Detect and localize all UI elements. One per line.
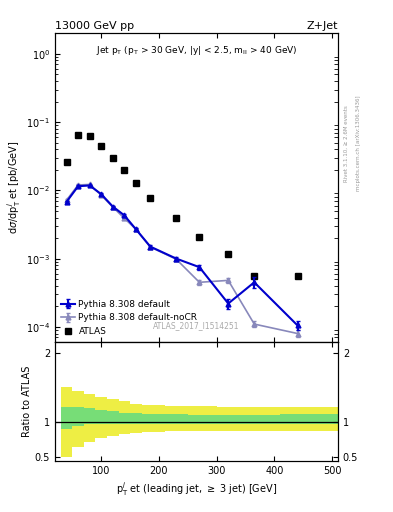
Bar <box>72 407 84 426</box>
Text: Jet p$_\mathrm{T}$ (p$_\mathrm{T}$ > 30 GeV, |y| < 2.5, m$_\mathrm{ll}$ > 40 GeV: Jet p$_\mathrm{T}$ (p$_\mathrm{T}$ > 30 … <box>96 44 297 57</box>
Bar <box>246 415 280 424</box>
Text: Z+Jet: Z+Jet <box>307 21 338 31</box>
ATLAS <box>64 159 69 165</box>
Line: ATLAS: ATLAS <box>63 132 301 280</box>
X-axis label: p$_\mathrm{T}^{j}$ et (leading jet, $\geq$ 3 jet) [GeV]: p$_\mathrm{T}^{j}$ et (leading jet, $\ge… <box>116 480 277 498</box>
Bar <box>188 415 217 424</box>
Bar <box>72 391 84 447</box>
Y-axis label: d$\sigma$/dp$_\mathrm{T}^{j}$ et [pb/GeV]: d$\sigma$/dp$_\mathrm{T}^{j}$ et [pb/GeV… <box>6 141 23 234</box>
ATLAS <box>122 167 127 173</box>
Bar <box>246 407 280 431</box>
ATLAS <box>99 143 104 150</box>
Bar <box>217 407 246 431</box>
ATLAS <box>174 215 179 221</box>
Bar <box>130 403 141 433</box>
ATLAS <box>295 273 300 280</box>
ATLAS <box>87 133 92 139</box>
Bar <box>141 414 165 424</box>
Text: mcplots.cern.ch [arXiv:1306.3436]: mcplots.cern.ch [arXiv:1306.3436] <box>356 96 361 191</box>
ATLAS <box>148 195 152 201</box>
Y-axis label: Ratio to ATLAS: Ratio to ATLAS <box>22 366 32 437</box>
Bar <box>280 407 338 431</box>
Legend: Pythia 8.308 default, Pythia 8.308 default-noCR, ATLAS: Pythia 8.308 default, Pythia 8.308 defau… <box>58 296 201 339</box>
Bar <box>61 407 72 430</box>
Bar <box>95 410 107 424</box>
Bar <box>107 399 119 436</box>
Bar <box>165 414 188 424</box>
ATLAS <box>252 273 257 280</box>
ATLAS <box>197 233 202 240</box>
Bar <box>95 396 107 438</box>
Text: 13000 GeV pp: 13000 GeV pp <box>55 21 134 31</box>
Bar <box>84 409 95 424</box>
Text: ATLAS_2017_I1514251: ATLAS_2017_I1514251 <box>153 321 240 330</box>
Bar <box>130 413 141 424</box>
ATLAS <box>134 180 138 186</box>
Bar <box>61 388 72 457</box>
Bar <box>141 405 165 432</box>
Bar <box>280 414 338 424</box>
Bar <box>188 407 217 432</box>
Bar <box>165 406 188 432</box>
Bar <box>119 413 130 424</box>
ATLAS <box>226 251 231 258</box>
ATLAS <box>110 155 115 161</box>
Text: Rivet 3.1.10, ≥ 2.6M events: Rivet 3.1.10, ≥ 2.6M events <box>344 105 349 182</box>
ATLAS <box>76 132 81 138</box>
Bar <box>217 415 246 424</box>
Bar <box>107 411 119 424</box>
Bar <box>84 394 95 442</box>
Bar <box>119 401 130 434</box>
